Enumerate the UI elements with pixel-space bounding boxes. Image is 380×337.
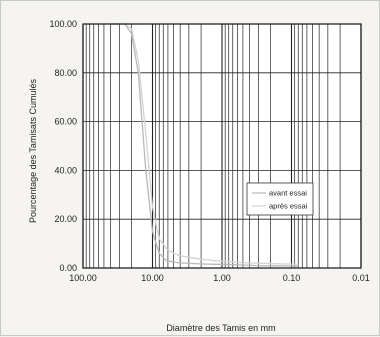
legend-label-apres-essai: après essai	[269, 202, 308, 211]
series-line-avant-essai	[110, 23, 299, 267]
x-tick-label: 100.00	[69, 273, 97, 283]
x-tick-label: 1.00	[213, 273, 231, 283]
x-tick-label: 0.10	[283, 273, 301, 283]
y-tick-label: 80.00	[54, 68, 77, 78]
x-tick-label: 0.01	[352, 273, 370, 283]
y-axis-title: Pourcentage des Tamisats Cumulés	[28, 79, 38, 223]
plot-area	[110, 23, 299, 267]
plot-border	[82, 23, 362, 269]
series-line-apres-essai	[110, 23, 299, 265]
y-tick-label: 20.00	[54, 214, 77, 224]
legend: avant essai après essai	[246, 182, 314, 216]
axes: 0.00 20.00 40.00 60.00 80.00 100.00 100.00 10.0…	[49, 19, 369, 283]
grid	[82, 23, 362, 269]
y-tick-label: 0.00	[59, 263, 77, 273]
x-tick-label: 10.00	[141, 273, 164, 283]
x-axis-title: Diamètre des Tamis en mm	[166, 323, 275, 333]
y-tick-label: 100.00	[49, 19, 77, 29]
legend-label-avant-essai: avant essai	[269, 189, 307, 198]
y-tick-label: 60.00	[54, 117, 77, 127]
y-tick-label: 40.00	[54, 165, 77, 175]
legend-box	[246, 182, 314, 216]
